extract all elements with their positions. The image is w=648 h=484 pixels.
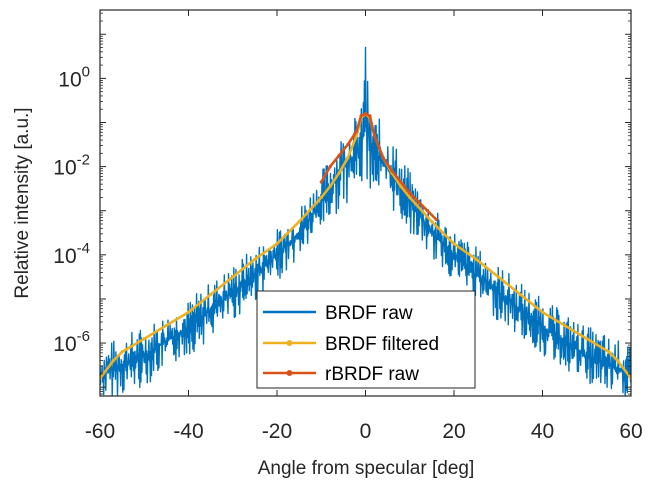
legend-label-rbrdf-raw: rBRDF raw — [325, 364, 419, 385]
series-point-rbrdf-raw — [417, 200, 420, 203]
series-point-rbrdf-raw — [359, 114, 362, 117]
legend-label-brdf-raw: BRDF raw — [325, 303, 413, 324]
y-tick-label-base: 10 — [53, 157, 76, 180]
series-point-brdf-filtered — [408, 196, 411, 199]
x-tick-label: 0 — [360, 420, 372, 443]
y-tick-label-exponent: 0 — [82, 63, 90, 80]
y-axis-label: Relative intensity [a.u.] — [12, 107, 33, 298]
legend-marker-rbrdf-raw — [287, 370, 293, 376]
series-point-brdf-filtered — [519, 293, 522, 296]
series-point-rbrdf-raw — [368, 114, 371, 117]
legend-label-brdf-filtered: BRDF filtered — [325, 334, 439, 355]
series-point-rbrdf-raw — [435, 218, 438, 221]
x-tick-label: -20 — [262, 420, 292, 443]
y-tick-label: 10-4 — [53, 240, 90, 268]
series-point-brdf-filtered — [121, 350, 124, 353]
series-point-rbrdf-raw — [408, 191, 411, 194]
x-tick-label: -40 — [173, 420, 203, 443]
series-point-brdf-filtered — [607, 350, 610, 353]
series-point-brdf-filtered — [275, 242, 278, 245]
y-tick-label-exponent: -6 — [77, 328, 90, 345]
series-point-rbrdf-raw — [399, 180, 402, 183]
series-point-rbrdf-raw — [426, 209, 429, 212]
series-point-brdf-filtered — [187, 311, 190, 314]
series-point-rbrdf-raw — [337, 154, 340, 157]
series-point-rbrdf-raw — [382, 156, 385, 159]
x-tick-label: 20 — [442, 420, 465, 443]
series-point-brdf-filtered — [585, 337, 588, 340]
series-point-brdf-filtered — [320, 196, 323, 199]
y-tick-label: 10-6 — [53, 328, 90, 356]
series-point-rbrdf-raw — [364, 112, 367, 115]
series-point-brdf-filtered — [563, 324, 566, 327]
y-tick-label-exponent: -4 — [77, 240, 90, 257]
series-point-rbrdf-raw — [346, 143, 349, 146]
series-point-brdf-filtered — [430, 220, 433, 223]
series-point-brdf-filtered — [337, 172, 340, 175]
x-tick-label: -60 — [85, 420, 115, 443]
y-tick-label-exponent: -2 — [77, 152, 90, 169]
y-tick-label-base: 10 — [53, 245, 76, 268]
series-point-brdf-filtered — [298, 220, 301, 223]
x-axis-label: Angle from specular [deg] — [258, 458, 475, 479]
series-point-rbrdf-raw — [390, 169, 393, 172]
series-point-brdf-filtered — [112, 359, 115, 362]
series-point-brdf-filtered — [329, 185, 332, 188]
series-point-brdf-filtered — [346, 156, 349, 159]
series-point-brdf-filtered — [165, 324, 168, 327]
x-tick-label: 60 — [619, 420, 642, 443]
series-point-rbrdf-raw — [329, 165, 332, 168]
series-point-brdf-filtered — [497, 275, 500, 278]
series-point-rbrdf-raw — [373, 134, 376, 137]
y-tick-label-base: 10 — [58, 68, 81, 91]
legend-marker-brdf-filtered — [287, 340, 293, 346]
y-tick-label-base: 10 — [53, 333, 76, 356]
legend: BRDF raw BRDF filtered rBRDF raw — [257, 291, 475, 388]
series-point-brdf-filtered — [209, 293, 212, 296]
x-tick-label: 40 — [531, 420, 554, 443]
series-point-brdf-filtered — [253, 258, 256, 261]
series-point-brdf-filtered — [231, 275, 234, 278]
series-point-brdf-filtered — [541, 311, 544, 314]
series-point-brdf-filtered — [143, 337, 146, 340]
series-point-brdf-filtered — [616, 359, 619, 362]
series-point-brdf-filtered — [452, 242, 455, 245]
y-tick-label: 100 — [58, 63, 90, 91]
series-point-brdf-filtered — [475, 258, 478, 261]
series-point-rbrdf-raw — [355, 130, 358, 133]
y-tick-label: 10-2 — [53, 152, 90, 180]
series-point-rbrdf-raw — [320, 180, 323, 183]
